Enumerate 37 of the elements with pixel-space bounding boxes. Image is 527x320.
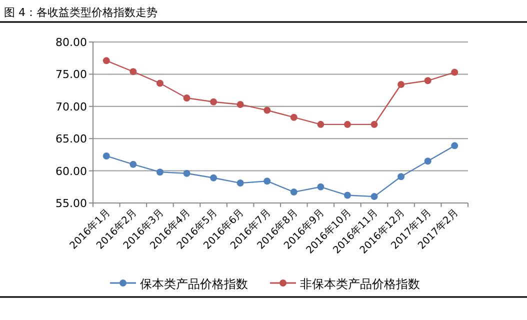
- point: [317, 120, 324, 128]
- point: [210, 98, 218, 106]
- point: [424, 77, 432, 84]
- point: [102, 57, 110, 64]
- point: [424, 158, 432, 165]
- legend-label: 非保本类产品价格指数: [300, 277, 420, 291]
- y-tick-label: 60.00: [56, 164, 87, 178]
- point: [156, 80, 164, 87]
- chart-title: 图 4：各收益类型价格指数走势: [4, 6, 158, 19]
- point: [236, 100, 244, 108]
- y-tick-label: 65.00: [56, 132, 87, 146]
- point: [344, 192, 351, 199]
- point: [451, 142, 458, 150]
- y-tick-label: 75.00: [56, 68, 87, 82]
- point: [183, 170, 190, 177]
- point: [264, 106, 271, 114]
- point: [398, 81, 405, 88]
- point: [398, 173, 405, 180]
- y-tick-label: 80.00: [56, 36, 87, 49]
- point: [264, 178, 271, 185]
- point: [130, 160, 137, 168]
- legend-label: 保本类产品价格指数: [140, 277, 248, 291]
- y-tick-label: 55.00: [56, 197, 87, 210]
- point: [370, 193, 378, 200]
- point: [210, 174, 218, 182]
- point: [236, 180, 244, 187]
- point: [370, 120, 378, 128]
- point: [102, 152, 110, 160]
- point: [317, 183, 324, 190]
- point: [156, 168, 164, 176]
- point: [451, 68, 458, 76]
- point: [183, 94, 190, 102]
- y-tick-label: 70.00: [56, 100, 87, 114]
- point: [290, 188, 298, 196]
- point: [344, 120, 351, 128]
- point: [130, 68, 137, 76]
- point: [290, 114, 298, 121]
